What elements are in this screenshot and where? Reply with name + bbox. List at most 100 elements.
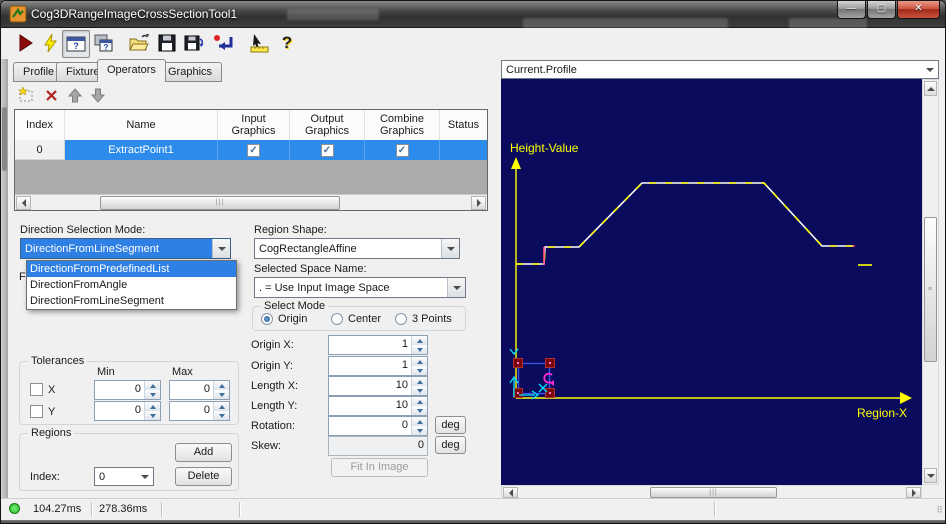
- radio-origin-label[interactable]: Origin: [278, 313, 308, 325]
- radio-center-label[interactable]: Center: [348, 313, 382, 325]
- col-header-status[interactable]: Status: [440, 110, 487, 140]
- origin-y-label: Origin Y:: [251, 360, 293, 372]
- tolerance-x-min-field[interactable]: 0: [94, 380, 161, 400]
- region-rect[interactable]: [517, 362, 551, 395]
- float-window-button[interactable]: ?: [90, 30, 116, 56]
- col-header-output-graphics[interactable]: Output Graphics: [290, 110, 365, 140]
- radio-3points[interactable]: [395, 313, 407, 325]
- electric-window-button[interactable]: ?: [62, 30, 90, 58]
- length-y-field[interactable]: 10: [328, 396, 428, 416]
- spinner[interactable]: [411, 417, 427, 435]
- resize-grip[interactable]: ⠿: [936, 505, 944, 515]
- origin-x-field[interactable]: 1: [328, 335, 428, 355]
- profile-chart[interactable]: Height-Value Region-X: [501, 79, 922, 485]
- space-name-combobox[interactable]: . = Use Input Image Space: [254, 277, 466, 298]
- cell-index[interactable]: 0: [15, 140, 65, 160]
- scroll-thumb[interactable]: |||: [650, 487, 777, 498]
- delete-region-button[interactable]: Delete: [175, 467, 232, 486]
- scroll-left-button[interactable]: [16, 196, 31, 210]
- col-header-index[interactable]: Index: [15, 110, 65, 140]
- dock-strip[interactable]: [1, 59, 8, 499]
- spinner[interactable]: [213, 381, 229, 399]
- measure-button[interactable]: [246, 30, 272, 56]
- scroll-right-button[interactable]: [906, 487, 921, 498]
- radio-3points-label[interactable]: 3 Points: [412, 313, 452, 325]
- tolerance-x-checkbox[interactable]: [30, 383, 43, 396]
- cell-name[interactable]: ExtractPoint1: [65, 140, 218, 160]
- cell-status[interactable]: [440, 140, 487, 160]
- spinner[interactable]: [144, 402, 160, 420]
- col-header-name[interactable]: Name: [65, 110, 218, 140]
- spinner[interactable]: [411, 357, 427, 375]
- chevron-down-icon[interactable]: [212, 239, 230, 258]
- corner-handles[interactable]: [513, 358, 555, 398]
- input-graphics-checkbox[interactable]: [247, 143, 260, 157]
- tab-fixture[interactable]: Fixture: [56, 62, 110, 82]
- dropdown-option[interactable]: DirectionFromLineSegment: [30, 295, 164, 307]
- rotation-handle[interactable]: [543, 372, 553, 384]
- scroll-thumb[interactable]: |||: [100, 196, 340, 210]
- skew-deg-button[interactable]: deg: [435, 436, 466, 454]
- revert-button[interactable]: [210, 30, 236, 56]
- tolerance-y-max-field[interactable]: 0: [169, 401, 230, 421]
- status-green-indicator: [9, 503, 20, 514]
- scroll-thumb[interactable]: ≡: [924, 217, 937, 362]
- add-region-button[interactable]: Add: [175, 443, 232, 462]
- spinner[interactable]: [411, 397, 427, 415]
- help-button[interactable]: ? ?: [274, 30, 300, 56]
- maximize-button[interactable]: ▢: [867, 1, 896, 19]
- fit-in-image-button[interactable]: Fit In Image: [331, 458, 428, 477]
- region-shape-combobox[interactable]: CogRectangleAffine: [254, 238, 460, 259]
- spinner[interactable]: [411, 336, 427, 354]
- scroll-right-button[interactable]: [471, 196, 486, 210]
- tolerance-x-max-field[interactable]: 0: [169, 380, 230, 400]
- tab-graphics[interactable]: Graphics: [158, 62, 223, 82]
- chart-series-group: [516, 182, 872, 266]
- output-graphics-checkbox[interactable]: [320, 143, 334, 157]
- save-button[interactable]: [154, 30, 180, 56]
- title-bar[interactable]: Cog3DRangeImageCrossSectionTool1 — ▢ ✕: [1, 1, 945, 29]
- chevron-down-icon[interactable]: [441, 239, 459, 258]
- chart-vscrollbar[interactable]: ≡: [922, 79, 939, 485]
- tab-operators[interactable]: Operators: [97, 59, 166, 82]
- open-file-button[interactable]: [126, 30, 152, 56]
- scroll-up-button[interactable]: [924, 81, 937, 96]
- tolerance-y-min-field[interactable]: 0: [94, 401, 161, 421]
- combine-graphics-checkbox[interactable]: [395, 143, 409, 157]
- dock-strip-thumb[interactable]: [2, 107, 7, 171]
- dropdown-option[interactable]: DirectionFromPredefinedList: [27, 261, 236, 277]
- delete-operator-button[interactable]: [42, 86, 60, 104]
- chevron-down-icon[interactable]: [136, 468, 153, 485]
- length-x-field[interactable]: 10: [328, 376, 428, 396]
- radio-origin[interactable]: [261, 313, 273, 325]
- spinner[interactable]: [213, 402, 229, 420]
- table-hscrollbar[interactable]: |||: [15, 194, 487, 210]
- run-button[interactable]: [12, 30, 38, 56]
- chevron-down-icon[interactable]: [921, 61, 938, 78]
- scroll-down-button[interactable]: [924, 468, 937, 483]
- dropdown-option[interactable]: DirectionFromAngle: [30, 279, 128, 291]
- col-header-combine-graphics[interactable]: Combine Graphics: [365, 110, 440, 140]
- region-widget-overlay[interactable]: [509, 348, 555, 400]
- add-operator-button[interactable]: [17, 86, 35, 104]
- radio-center[interactable]: [331, 313, 343, 325]
- display-source-combobox[interactable]: Current.Profile: [501, 60, 939, 79]
- tolerance-y-checkbox[interactable]: [30, 405, 43, 418]
- save-as-button[interactable]: [182, 30, 208, 56]
- minimize-button[interactable]: —: [837, 1, 866, 19]
- rotation-value: 0: [401, 419, 408, 431]
- scroll-left-button[interactable]: [503, 487, 518, 498]
- col-header-input-graphics[interactable]: Input Graphics: [218, 110, 290, 140]
- chevron-down-icon[interactable]: [447, 278, 465, 297]
- move-down-button[interactable]: [89, 86, 107, 104]
- run-live-button[interactable]: [38, 30, 64, 56]
- close-button[interactable]: ✕: [897, 1, 940, 19]
- spinner[interactable]: [144, 381, 160, 399]
- origin-y-field[interactable]: 1: [328, 356, 428, 376]
- move-up-button[interactable]: [66, 86, 84, 104]
- region-index-combobox[interactable]: 0: [94, 467, 154, 486]
- direction-mode-combobox[interactable]: DirectionFromLineSegment: [20, 238, 231, 259]
- spinner[interactable]: [411, 377, 427, 395]
- rotation-field[interactable]: 0: [328, 416, 428, 436]
- rotation-deg-button[interactable]: deg: [435, 416, 466, 434]
